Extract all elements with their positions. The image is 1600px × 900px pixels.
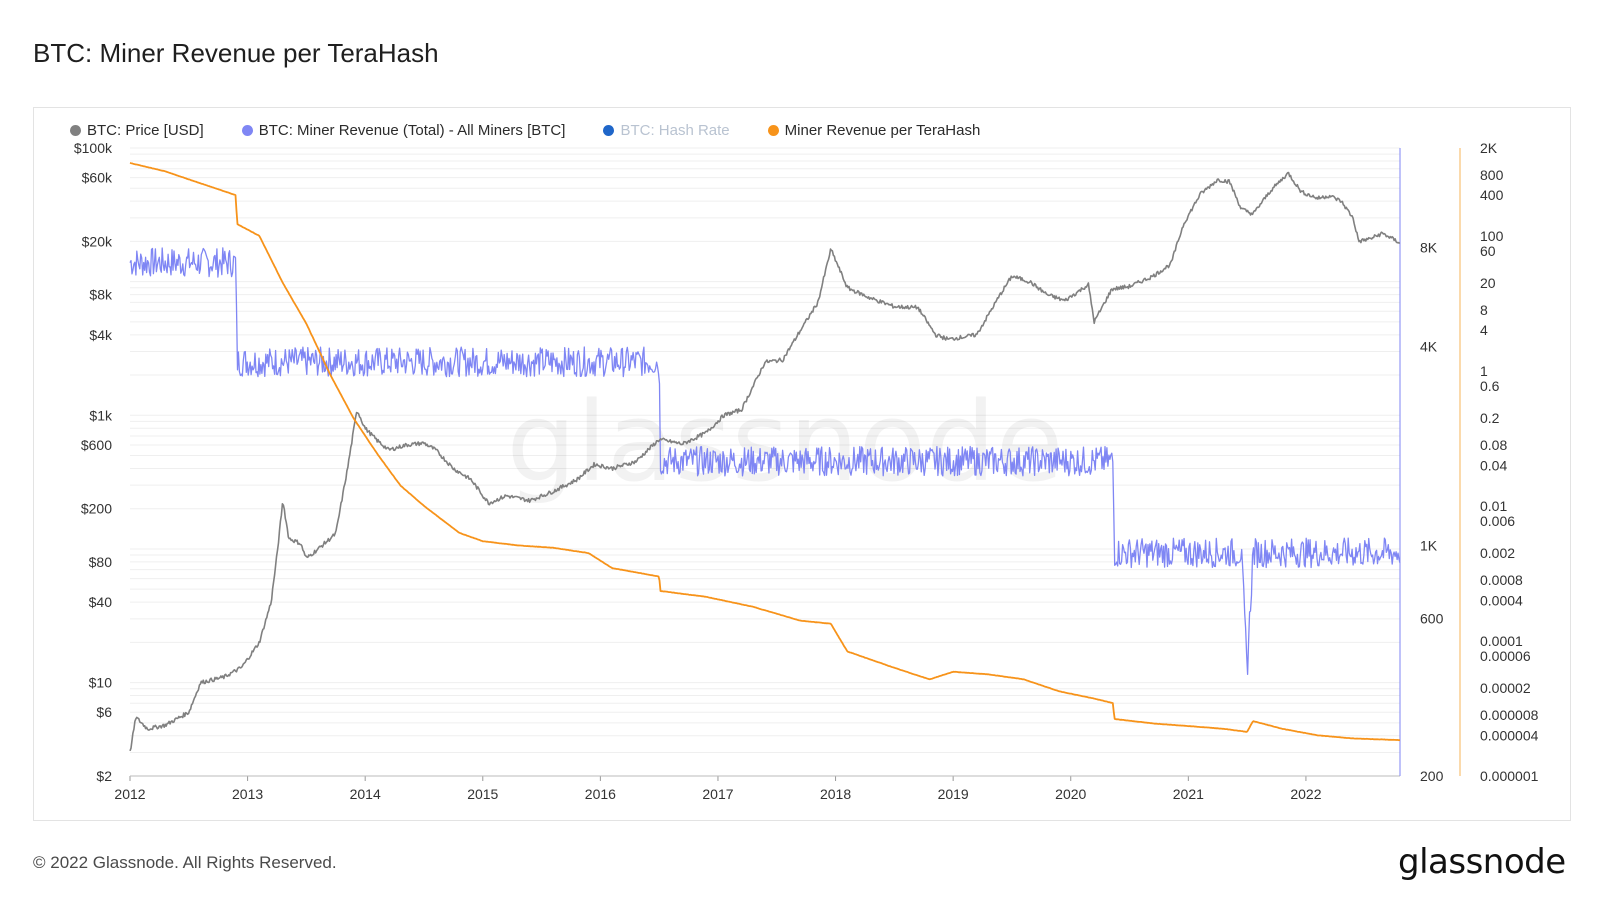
y-left-tick-label: $600	[81, 437, 112, 453]
y-right-tick-label-revenue: 8K	[1420, 239, 1438, 255]
legend-dot-revenue-per-th	[767, 125, 779, 136]
y-left-tick-label: $80	[89, 554, 113, 570]
y-right-tick-label-rpt: 0.002	[1480, 545, 1515, 561]
y-right-tick-label-revenue: 200	[1420, 768, 1444, 784]
y-right-tick-label-rpt: 2K	[1480, 140, 1498, 156]
y-right-tick-label-rpt: 0.0001	[1480, 633, 1523, 649]
x-tick-label: 2021	[1173, 786, 1204, 802]
glassnode-logo: glassnode	[1398, 842, 1566, 882]
x-tick-label: 2020	[1055, 786, 1086, 802]
legend-item-price[interactable]: BTC: Price [USD]	[70, 122, 204, 139]
x-tick-label: 2019	[938, 786, 969, 802]
y-right-tick-label-revenue: 1K	[1420, 537, 1438, 553]
y-right-tick-label-rpt: 100	[1480, 228, 1504, 244]
chart-legend: BTC: Price [USD] BTC: Miner Revenue (Tot…	[70, 122, 980, 139]
legend-dot-hash-rate	[603, 125, 615, 136]
legend-label-miner-revenue: BTC: Miner Revenue (Total) - All Miners …	[258, 122, 566, 139]
y-left-tick-label: $200	[81, 501, 112, 517]
footer-copyright: © 2022 Glassnode. All Rights Reserved.	[33, 853, 337, 872]
x-tick-label: 2012	[114, 786, 145, 802]
y-right-tick-label-rpt: 0.0004	[1480, 592, 1523, 608]
y-left-tick-label: $10	[89, 675, 113, 691]
y-right-tick-label-rpt: 0.6	[1480, 378, 1500, 394]
legend-label-revenue-per-th: Miner Revenue per TeraHash	[784, 122, 981, 139]
y-left-tick-label: $6	[96, 704, 112, 720]
y-right-tick-label-revenue: 4K	[1420, 339, 1438, 355]
y-left-tick-label: $60k	[82, 170, 113, 186]
y-right-tick-label-rpt: 8	[1480, 302, 1488, 318]
y-right-tick-label-rpt: 60	[1480, 243, 1496, 259]
x-tick-label: 2014	[350, 786, 381, 802]
legend-label-price: BTC: Price [USD]	[87, 122, 204, 139]
legend-label-hash-rate: BTC: Hash Rate	[620, 122, 730, 139]
legend-dot-miner-revenue	[241, 125, 253, 136]
y-right-tick-label-rpt: 20	[1480, 275, 1496, 291]
series-line-miner-revenue	[129, 247, 1401, 676]
x-tick-label: 2018	[820, 786, 851, 802]
legend-item-miner-revenue[interactable]: BTC: Miner Revenue (Total) - All Miners …	[241, 122, 566, 139]
y-right-tick-label-rpt: 800	[1480, 167, 1504, 183]
legend-item-hash-rate[interactable]: BTC: Hash Rate	[603, 122, 730, 139]
series-line-price	[129, 171, 1401, 752]
y-right-tick-label-rpt: 0.006	[1480, 513, 1515, 529]
x-tick-label: 2016	[585, 786, 616, 802]
y-right-tick-label-rpt: 4	[1480, 322, 1488, 338]
y-left-tick-label: $4k	[89, 327, 113, 343]
y-right-tick-label-rpt: 0.000008	[1480, 707, 1539, 723]
series-line-revenue-per-th	[129, 162, 1401, 742]
y-left-tick-label: $100k	[74, 140, 113, 156]
x-tick-label: 2015	[467, 786, 498, 802]
y-left-tick-label: $2	[96, 768, 112, 784]
y-right-tick-label-rpt: 0.08	[1480, 437, 1507, 453]
y-left-tick-label: $1k	[89, 407, 113, 423]
y-right-tick-label-rpt: 0.000001	[1480, 768, 1539, 784]
watermark: glassnode	[507, 378, 1064, 506]
y-right-tick-label-rpt: 1	[1480, 363, 1488, 379]
y-left-tick-label: $40	[89, 594, 113, 610]
x-tick-label: 2017	[702, 786, 733, 802]
y-right-tick-label-rpt: 0.01	[1480, 498, 1507, 514]
legend-item-revenue-per-th[interactable]: Miner Revenue per TeraHash	[767, 122, 981, 139]
y-right-tick-label-revenue: 600	[1420, 611, 1444, 627]
x-tick-label: 2013	[232, 786, 263, 802]
y-right-tick-label-rpt: 0.000004	[1480, 727, 1539, 743]
y-right-tick-label-rpt: 0.0008	[1480, 572, 1523, 588]
y-right-tick-label-rpt: 0.04	[1480, 457, 1507, 473]
x-tick-label: 2022	[1290, 786, 1321, 802]
y-right-tick-label-rpt: 400	[1480, 187, 1504, 203]
legend-dot-price	[70, 125, 81, 136]
y-right-tick-label-rpt: 0.00002	[1480, 680, 1531, 696]
y-right-tick-label-rpt: 0.2	[1480, 410, 1500, 426]
y-left-tick-label: $8k	[89, 287, 113, 303]
chart-frame	[33, 107, 1571, 821]
y-left-tick-label: $20k	[82, 233, 113, 249]
y-right-tick-label-rpt: 0.00006	[1480, 648, 1531, 664]
page-title: BTC: Miner Revenue per TeraHash	[33, 38, 439, 68]
